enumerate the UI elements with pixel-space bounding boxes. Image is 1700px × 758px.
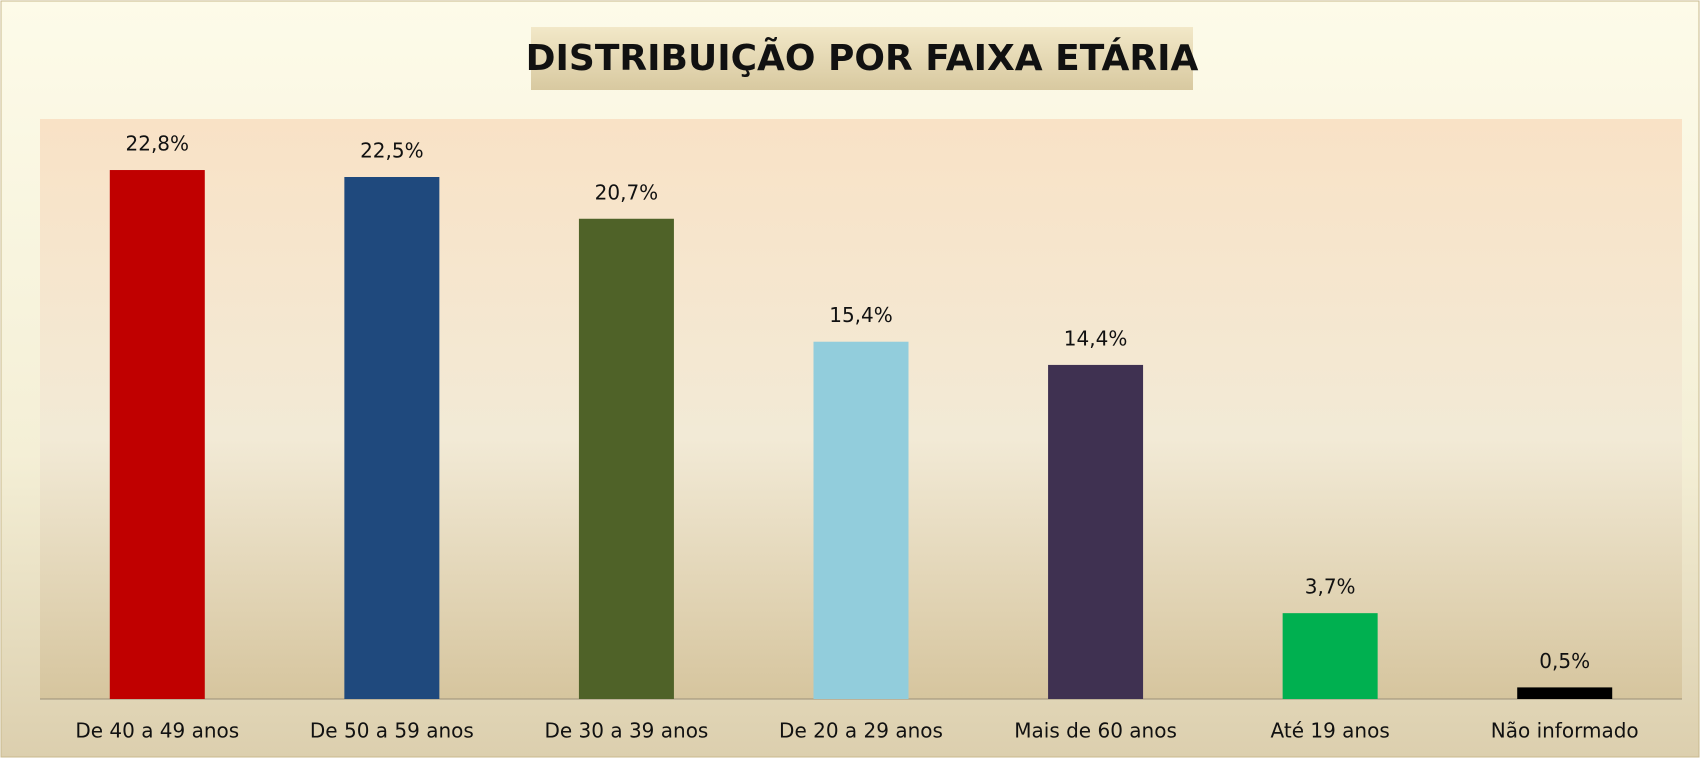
data-label: 0,5% bbox=[1539, 649, 1590, 673]
x-tick-label: De 40 a 49 anos bbox=[75, 719, 239, 743]
data-label: 22,5% bbox=[360, 139, 424, 163]
bar bbox=[1517, 687, 1613, 699]
x-tick-label: De 20 a 29 anos bbox=[779, 719, 943, 743]
bar bbox=[1048, 364, 1144, 699]
chart-title: DISTRIBUIÇÃO POR FAIXA ETÁRIA bbox=[526, 37, 1199, 79]
bar bbox=[344, 177, 440, 699]
bar bbox=[109, 170, 205, 700]
data-label: 20,7% bbox=[595, 180, 659, 204]
x-tick-label: Até 19 anos bbox=[1271, 719, 1390, 743]
x-tick-label: Mais de 60 anos bbox=[1014, 719, 1177, 743]
x-tick-label: De 30 a 39 anos bbox=[544, 719, 708, 743]
x-tick-label: De 50 a 59 anos bbox=[310, 719, 474, 743]
title-box bbox=[531, 27, 1193, 90]
data-label: 22,8% bbox=[126, 132, 190, 156]
x-tick-label: Não informado bbox=[1491, 719, 1639, 743]
data-label: 14,4% bbox=[1064, 326, 1128, 350]
bar bbox=[1282, 613, 1378, 699]
data-label: 15,4% bbox=[829, 303, 893, 327]
data-label: 3,7% bbox=[1305, 575, 1356, 599]
bar bbox=[813, 341, 909, 699]
bar bbox=[578, 218, 674, 699]
